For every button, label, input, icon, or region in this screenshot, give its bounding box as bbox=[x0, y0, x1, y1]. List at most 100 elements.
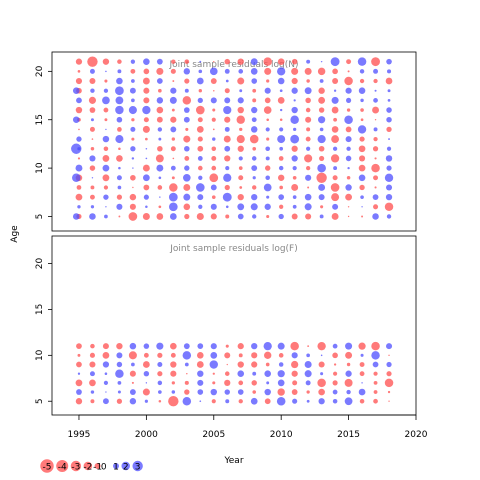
residual-bubble bbox=[89, 371, 95, 377]
residual-bubble bbox=[252, 371, 257, 376]
residual-bubble bbox=[77, 353, 81, 357]
residual-bubble bbox=[374, 186, 377, 189]
residual-bubble bbox=[359, 69, 365, 74]
residual-bubble bbox=[373, 204, 379, 210]
residual-bubble bbox=[359, 362, 365, 367]
residual-bubble bbox=[210, 213, 217, 220]
residual-bubble bbox=[131, 157, 135, 160]
legend-label: -4 bbox=[58, 463, 67, 473]
residual-bubble bbox=[332, 343, 338, 349]
residual-bubble bbox=[307, 345, 310, 348]
residual-bubble bbox=[238, 353, 243, 358]
residual-bubble bbox=[373, 136, 378, 142]
y-tick-label: 5 bbox=[35, 398, 45, 404]
residual-bubble bbox=[265, 165, 271, 171]
residual-bubble bbox=[347, 70, 350, 73]
residual-bubble bbox=[156, 164, 164, 172]
residual-bubble bbox=[317, 378, 326, 388]
x-tick-label: 2020 bbox=[405, 430, 428, 440]
residual-bubble bbox=[331, 96, 339, 104]
residual-bubble bbox=[117, 127, 122, 132]
residual-bubble bbox=[129, 203, 136, 210]
panel-logN: Joint sample residuals log(N) 5 10 15 20 bbox=[35, 51, 417, 232]
residual-bubble bbox=[75, 379, 83, 387]
residual-bubble bbox=[384, 202, 394, 212]
residual-bubble bbox=[89, 165, 96, 171]
residual-bubble bbox=[210, 97, 217, 104]
legend-label: -5 bbox=[43, 463, 52, 473]
residual-bubble bbox=[374, 157, 377, 160]
residual-bubble bbox=[129, 389, 136, 395]
residual-bubble bbox=[263, 183, 272, 192]
residual-bubble bbox=[265, 156, 270, 161]
x-axis: 1995 2000 2005 2010 2015 2020 bbox=[68, 414, 428, 440]
residual-bubble bbox=[277, 370, 285, 378]
residual-bubble bbox=[332, 203, 339, 210]
residual-bubble bbox=[210, 78, 217, 84]
residual-bubble bbox=[184, 59, 190, 64]
residual-bubble bbox=[210, 203, 217, 210]
residual-bubble bbox=[224, 389, 230, 395]
residual-bubble bbox=[197, 136, 203, 142]
residual-bubble bbox=[89, 379, 96, 387]
residual-bubble bbox=[358, 87, 366, 94]
residual-bubble bbox=[157, 380, 163, 386]
residual-bubble bbox=[372, 106, 380, 114]
residual-bubble bbox=[198, 69, 203, 74]
residual-bubble bbox=[130, 59, 136, 64]
residual-bubble bbox=[76, 97, 82, 104]
residual-bubble bbox=[237, 361, 244, 368]
residual-bubble bbox=[279, 89, 283, 93]
residual-bubble bbox=[318, 116, 326, 124]
residual-bubble bbox=[102, 96, 110, 105]
residual-bubble bbox=[332, 68, 338, 75]
residual-bubble bbox=[212, 381, 216, 385]
residual-bubble bbox=[346, 108, 351, 112]
residual-bubble bbox=[374, 119, 377, 121]
residual-bubble bbox=[72, 213, 80, 220]
residual-bubble bbox=[359, 78, 365, 84]
residual-bubble bbox=[265, 127, 270, 132]
legend-label: 3 bbox=[135, 463, 141, 473]
residual-bubble bbox=[304, 154, 313, 163]
residual-bubble bbox=[345, 370, 352, 377]
residual-bubble bbox=[197, 343, 204, 350]
residual-bubble bbox=[211, 117, 216, 122]
residual-bubble bbox=[291, 87, 298, 94]
residual-bubble bbox=[145, 147, 148, 150]
residual-bubble bbox=[197, 194, 204, 201]
residual-bubble bbox=[171, 137, 175, 141]
residual-bubble bbox=[183, 343, 190, 350]
residual-bubble bbox=[307, 186, 310, 189]
residual-bubble bbox=[225, 344, 229, 348]
residual-bubble bbox=[170, 87, 177, 94]
residual-bubble bbox=[306, 390, 310, 394]
x-tick-label: 1995 bbox=[68, 430, 91, 440]
residual-bubble bbox=[184, 145, 190, 152]
residual-bubble bbox=[143, 87, 150, 94]
residual-bubble bbox=[102, 361, 110, 368]
residual-bubble bbox=[184, 362, 189, 367]
residual-bubble bbox=[184, 165, 190, 171]
residual-bubble bbox=[115, 135, 124, 144]
residual-bubble bbox=[237, 213, 244, 220]
residual-bubble bbox=[170, 361, 177, 368]
residual-bubble bbox=[89, 78, 96, 85]
residual-bubble bbox=[71, 143, 82, 154]
residual-bubble bbox=[183, 184, 191, 191]
residual-bubble bbox=[211, 195, 216, 199]
residual-bubble bbox=[159, 196, 161, 198]
residual-bubble bbox=[332, 389, 338, 395]
residual-bubble bbox=[171, 59, 176, 64]
residual-bubble bbox=[185, 127, 189, 131]
residual-bubble bbox=[316, 172, 327, 183]
residual-bubble bbox=[332, 352, 338, 359]
residual-bubble bbox=[386, 126, 392, 133]
residual-bubble bbox=[77, 157, 81, 160]
residual-bubble bbox=[103, 380, 109, 385]
residual-bubble bbox=[224, 58, 231, 65]
residual-bubble bbox=[142, 174, 150, 182]
residual-bubble bbox=[89, 68, 95, 74]
residual-bubble bbox=[89, 213, 96, 220]
residual-bubble bbox=[387, 69, 392, 74]
